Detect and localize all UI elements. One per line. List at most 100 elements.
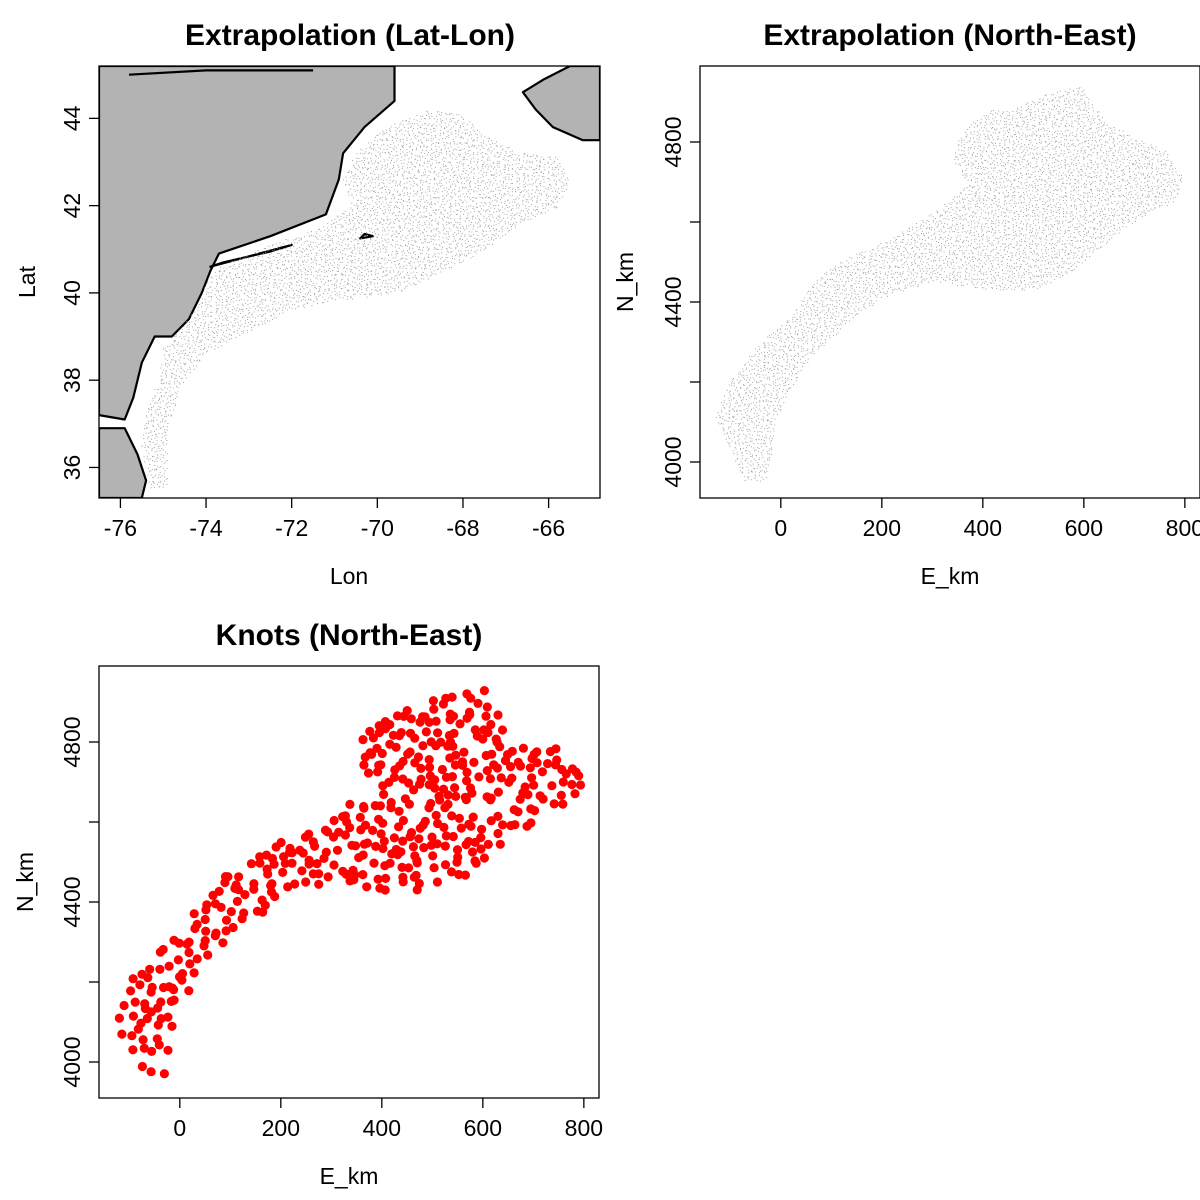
data-point [378,262,380,264]
data-point [387,159,389,161]
data-point [1017,143,1019,145]
data-point [316,298,318,300]
data-point [1122,139,1124,141]
data-point [422,242,424,244]
data-point [156,457,159,459]
data-point [406,258,408,260]
data-point [481,238,483,240]
data-point [358,221,360,224]
data-point [545,199,547,202]
data-point [490,220,492,222]
data-point [528,208,530,210]
data-point [439,180,441,182]
data-point [455,209,457,211]
data-point [467,173,469,175]
data-point [428,254,430,256]
data-point [994,128,996,131]
data-point [1024,122,1026,124]
data-point [275,303,277,305]
data-point [439,186,442,188]
data-point [556,195,558,197]
data-point [401,129,403,131]
data-point [246,255,248,257]
data-point [331,274,333,276]
data-point [455,185,457,187]
data-point [513,215,515,217]
data-point [550,187,552,189]
data-point [209,343,211,345]
data-point [414,204,416,207]
data-point [194,320,197,322]
data-point [402,142,405,144]
data-point [1057,111,1059,113]
data-point [1069,88,1071,90]
data-point [318,286,320,288]
data-point [407,277,409,279]
data-point [525,162,527,164]
data-point [405,222,407,224]
data-point [461,233,463,235]
data-point [335,221,338,223]
data-point [514,189,517,191]
data-point [418,169,420,171]
data-point [973,131,975,133]
data-point [419,264,421,266]
data-point [216,335,218,337]
data-point [539,185,542,187]
data-point [1022,120,1024,122]
data-point [156,450,158,452]
data-point [444,128,446,130]
data-point [389,130,392,133]
data-point [307,299,309,301]
data-point [1031,134,1033,136]
data-point [1086,136,1088,139]
data-point [269,296,271,298]
data-point [220,341,222,343]
data-point [211,282,213,284]
data-point [1051,123,1053,125]
data-point [438,197,440,199]
data-point [500,173,502,175]
data-point [258,323,260,325]
data-point [444,264,446,266]
data-point [399,266,401,268]
data-point [525,214,527,216]
data-point [209,321,211,323]
data-point [402,190,404,192]
data-point [398,166,400,168]
data-point [187,324,189,327]
data-point [987,116,989,118]
data-point [428,260,431,262]
data-point [326,259,328,262]
data-point [1066,139,1068,141]
data-point [449,142,451,144]
data-point [395,147,397,149]
data-point [502,149,504,151]
data-point [451,120,453,122]
data-point [239,334,241,336]
data-point [278,279,280,281]
data-point [338,259,340,261]
data-point [390,221,392,223]
data-point [537,190,539,192]
data-point [280,245,282,247]
data-point [461,116,463,118]
data-point [518,168,520,171]
data-point [508,229,511,232]
data-point [185,335,187,337]
data-point [205,293,208,295]
data-point [338,257,340,259]
data-point [459,154,462,156]
data-point [377,161,379,163]
data-point [391,173,393,175]
data-point [430,138,432,140]
data-point [1065,126,1067,128]
data-point [243,270,245,272]
data-point [375,290,377,292]
data-point [386,145,388,147]
data-point [472,200,475,202]
data-point [1032,124,1034,126]
data-point [454,183,456,185]
data-point [445,164,447,166]
data-point [334,290,336,292]
